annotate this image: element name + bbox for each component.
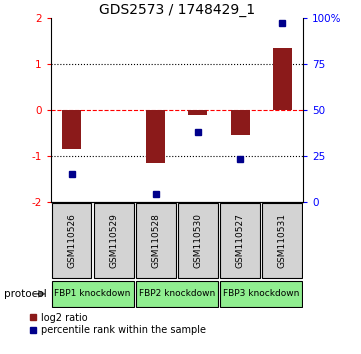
Text: GSM110530: GSM110530 [193, 213, 203, 268]
Bar [178, 203, 218, 278]
Title: GDS2573 / 1748429_1: GDS2573 / 1748429_1 [99, 3, 255, 17]
Bar [220, 281, 302, 307]
Bar [136, 203, 175, 278]
Text: GSM110527: GSM110527 [236, 213, 244, 268]
Bar [136, 281, 218, 307]
Text: FBP2 knockdown: FBP2 knockdown [139, 289, 215, 298]
Bar [52, 281, 134, 307]
Legend: log2 ratio, percentile rank within the sample: log2 ratio, percentile rank within the s… [29, 313, 206, 335]
Text: GSM110529: GSM110529 [109, 213, 118, 268]
Bar [188, 110, 208, 115]
Bar [220, 203, 260, 278]
Bar [52, 203, 91, 278]
Text: GSM110531: GSM110531 [278, 213, 287, 268]
Bar [94, 203, 134, 278]
Text: GSM110526: GSM110526 [67, 213, 76, 268]
Bar [62, 110, 81, 149]
Bar [146, 110, 165, 163]
Bar [262, 203, 302, 278]
Text: FBP3 knockdown: FBP3 knockdown [223, 289, 299, 298]
Text: GSM110528: GSM110528 [151, 213, 160, 268]
Bar [273, 47, 292, 110]
Text: FBP1 knockdown: FBP1 knockdown [55, 289, 131, 298]
Text: protocol: protocol [4, 289, 46, 299]
Bar [231, 110, 249, 135]
